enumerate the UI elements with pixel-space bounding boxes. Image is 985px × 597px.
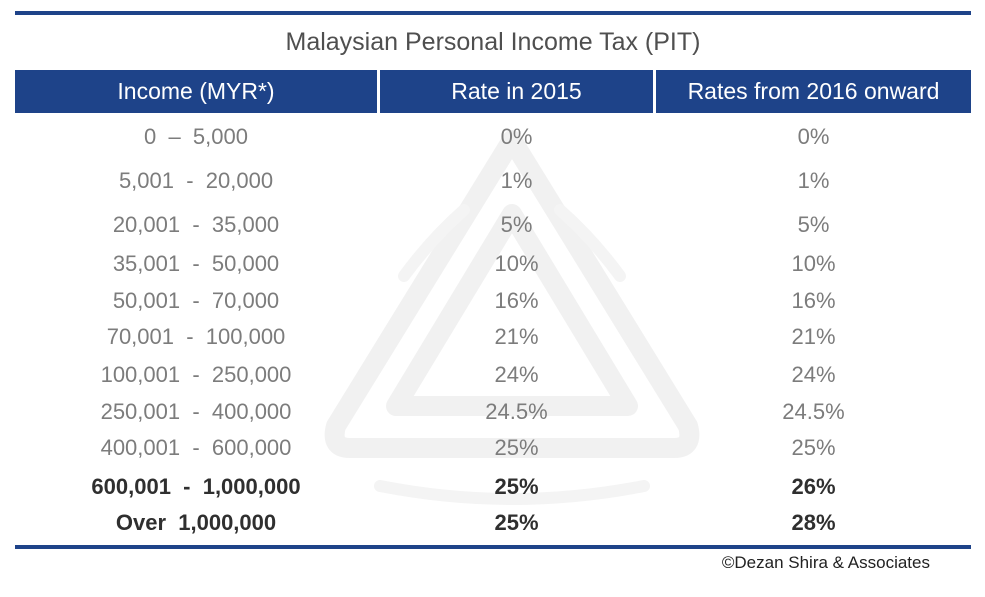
income-cell: 20,001 - 35,000 — [112, 212, 280, 237]
rate-2015-cell: 21% — [494, 324, 539, 349]
table-row: 35,001 - 50,000 10% 10% — [15, 246, 971, 282]
rate-2015-cell: 10% — [494, 251, 539, 276]
rate-2015-cell: 0% — [500, 124, 533, 149]
rate-2015-cell: 5% — [500, 212, 533, 237]
income-cell: 35,001 - 50,000 — [112, 251, 280, 276]
rate-2016-cell: 28% — [791, 510, 836, 535]
rate-2015-cell: 24.5% — [485, 399, 548, 424]
table-row: Over 1,000,000 25% 28% — [15, 505, 971, 541]
rate-2016-cell: 26% — [791, 474, 836, 499]
table-row: 0 – 5,000 0% 0% — [15, 119, 971, 155]
rate-2015-cell: 25% — [494, 435, 539, 460]
table-row: 5,001 - 20,000 1% 1% — [15, 163, 971, 199]
rate-2016-cell: 24% — [791, 362, 836, 387]
table-row: 20,001 - 35,000 5% 5% — [15, 207, 971, 243]
table-body: 0 – 5,000 0% 0% 5,001 - 20,000 1% 1% 20,… — [15, 113, 971, 545]
rate-2015-cell: 24% — [494, 362, 539, 387]
income-cell: 250,001 - 400,000 — [100, 399, 292, 424]
rate-2016-cell: 25% — [791, 435, 836, 460]
table-row: 70,001 - 100,000 21% 21% — [15, 319, 971, 355]
income-cell: 100,001 - 250,000 — [100, 362, 292, 387]
header-rate-2016-onward: Rates from 2016 onward — [656, 70, 971, 113]
top-rule — [15, 11, 971, 15]
income-cell: 600,001 - 1,000,000 — [91, 474, 301, 499]
table-row: 400,001 - 600,000 25% 25% — [15, 430, 971, 466]
rate-2015-cell: 25% — [494, 510, 539, 535]
rate-2016-cell: 21% — [791, 324, 836, 349]
rate-2016-cell: 24.5% — [782, 399, 845, 424]
table-row: 600,001 - 1,000,000 25% 26% — [15, 469, 971, 505]
copyright-footer: ©Dezan Shira & Associates — [721, 553, 930, 572]
rate-2015-cell: 1% — [500, 168, 533, 193]
rate-2015-cell: 16% — [494, 288, 539, 313]
table-row: 50,001 - 70,000 16% 16% — [15, 283, 971, 319]
rate-2016-cell: 0% — [797, 124, 830, 149]
rate-2016-cell: 1% — [797, 168, 830, 193]
rate-2015-cell: 25% — [494, 474, 539, 499]
bottom-rule — [15, 545, 971, 549]
income-cell: 70,001 - 100,000 — [106, 324, 286, 349]
rate-2016-cell: 10% — [791, 251, 836, 276]
rate-2016-cell: 16% — [791, 288, 836, 313]
table-row: 100,001 - 250,000 24% 24% — [15, 357, 971, 393]
header-rate-2015: Rate in 2015 — [380, 70, 653, 113]
table-title: Malaysian Personal Income Tax (PIT) — [285, 28, 701, 56]
income-cell: 400,001 - 600,000 — [100, 435, 292, 460]
income-cell: Over 1,000,000 — [115, 510, 277, 535]
header-income: Income (MYR*) — [15, 70, 377, 113]
income-cell: 50,001 - 70,000 — [112, 288, 280, 313]
income-cell: 0 – 5,000 — [144, 124, 248, 149]
table-row: 250,001 - 400,000 24.5% 24.5% — [15, 394, 971, 430]
rate-2016-cell: 5% — [797, 212, 830, 237]
income-cell: 5,001 - 20,000 — [118, 168, 274, 193]
